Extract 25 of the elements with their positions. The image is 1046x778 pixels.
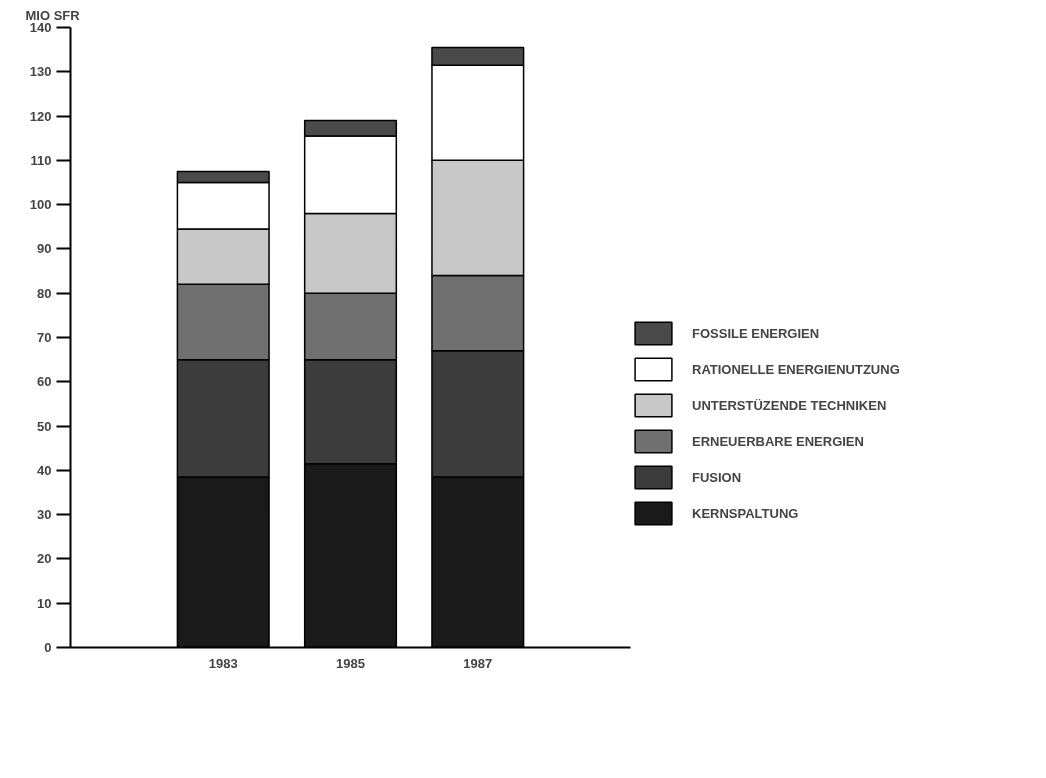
y-tick-label: 0 <box>44 640 52 655</box>
x-tick-label: 1983 <box>208 655 238 671</box>
y-tick-label: 90 <box>37 241 52 257</box>
y-axis-title: MIO SFR <box>25 7 81 23</box>
y-tick-label: 40 <box>37 462 52 478</box>
legend-label: FOSSILE ENERGIEN <box>692 325 820 341</box>
x-tick-label: 1985 <box>336 655 365 671</box>
legend-label: RATIONELLE ENERGIENUTZUNG <box>692 361 900 377</box>
y-tick-label: 70 <box>37 330 52 345</box>
legend-label: ERNEUERBARE ENERGIEN <box>692 433 864 449</box>
y-tick-label: 130 <box>29 64 52 80</box>
y-tick-label: 30 <box>37 507 52 523</box>
y-tick-label: 20 <box>37 551 52 567</box>
y-tick-label: 120 <box>29 108 52 124</box>
y-tick-label: 140 <box>29 20 52 35</box>
y-tick-label: 110 <box>30 152 52 168</box>
y-tick-label: 80 <box>37 285 52 301</box>
y-tick-label: 10 <box>37 595 52 611</box>
legend-label: KERNSPALTUNG <box>692 505 799 521</box>
y-tick-label: 60 <box>37 374 52 390</box>
legend-label: FUSION <box>692 469 742 485</box>
y-tick-label: 100 <box>29 197 52 213</box>
legend-label: UNTERSTÜZENDE TECHNIKEN <box>692 397 887 413</box>
x-tick-label: 1987 <box>463 655 493 671</box>
y-tick-label: 50 <box>37 418 52 434</box>
